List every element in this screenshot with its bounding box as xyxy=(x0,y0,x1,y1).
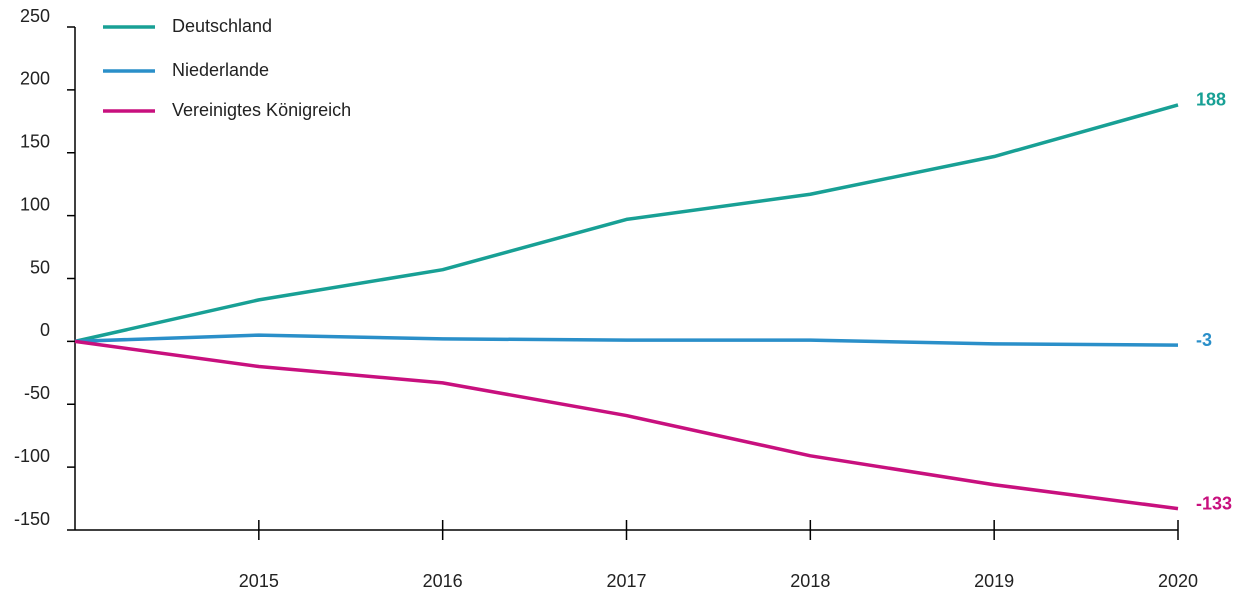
x-tick-label: 2016 xyxy=(423,571,463,591)
y-tick-label: -150 xyxy=(14,509,50,529)
y-tick-label: -100 xyxy=(14,446,50,466)
y-tick-label: 250 xyxy=(20,6,50,26)
y-tick-label: 50 xyxy=(30,257,50,277)
legend-label: Vereinigtes Königreich xyxy=(172,100,351,120)
end-value-label: -133 xyxy=(1196,493,1232,513)
legend-label: Niederlande xyxy=(172,60,269,80)
end-value-label: -3 xyxy=(1196,330,1212,350)
x-tick-label: 2019 xyxy=(974,571,1014,591)
y-tick-label: -50 xyxy=(24,383,50,403)
series-line xyxy=(74,339,1179,511)
y-tick-label: 150 xyxy=(20,132,50,152)
legend-label: Deutschland xyxy=(172,16,272,36)
series-line xyxy=(74,333,1179,347)
series-line xyxy=(74,103,1179,344)
y-tick-label: 100 xyxy=(20,194,50,214)
x-tick-label: 2020 xyxy=(1158,571,1198,591)
x-tick-label: 2015 xyxy=(239,571,279,591)
x-tick-label: 2018 xyxy=(790,571,830,591)
x-tick-label: 2017 xyxy=(606,571,646,591)
end-value-label: 188 xyxy=(1196,90,1226,110)
y-tick-label: 0 xyxy=(40,320,50,340)
y-tick-label: 200 xyxy=(20,69,50,89)
